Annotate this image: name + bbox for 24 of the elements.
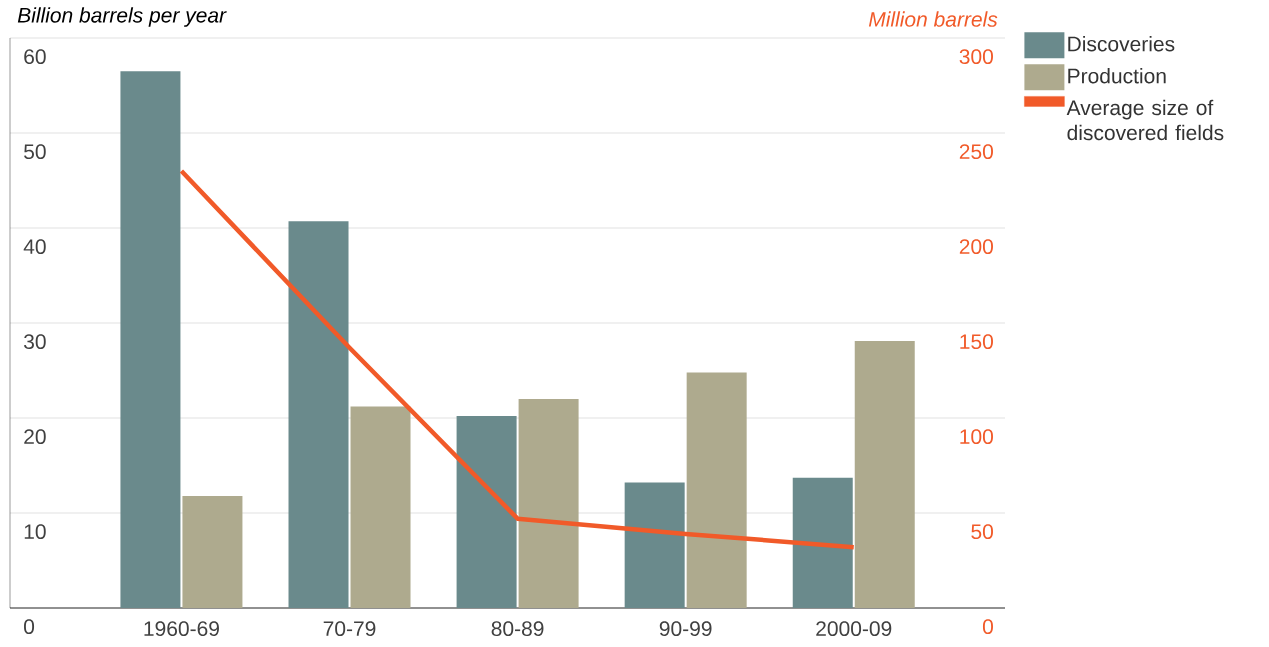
x-tick-label: 1960-69 (144, 621, 219, 637)
y2-tick-label: 100 (960, 429, 993, 445)
y-tick-label: 50 (24, 144, 46, 160)
y-tick-label: 40 (23, 239, 46, 255)
y-tick-label: 30 (24, 334, 46, 350)
y2-tick-label: 50 (971, 524, 993, 540)
y-tick-label: 10 (24, 524, 46, 540)
x-tick-label: 90-99 (659, 621, 712, 637)
y-tick-label: 20 (24, 429, 46, 445)
y-tick-label: 0 (24, 619, 35, 635)
x-tick-label: 70-79 (323, 621, 376, 637)
legend-label: Average size of discovered fields (1066, 99, 1224, 141)
y2-axis-title: Million barrels (868, 11, 998, 27)
y2-tick-label: 300 (959, 49, 993, 65)
x-tick-label: 2000-09 (816, 621, 892, 637)
y2-tick-label: 150 (960, 334, 993, 350)
y-axis-title: Billion barrels per year (17, 7, 227, 27)
legend-label: Discoveries (1068, 36, 1175, 52)
y2-tick-label: 0 (982, 619, 993, 635)
y2-tick-label: 200 (959, 239, 993, 255)
y-tick-label: 60 (24, 49, 46, 65)
x-tick-label: 80-89 (491, 621, 544, 637)
y2-tick-label: 250 (959, 144, 993, 160)
legend-label: Production (1068, 68, 1166, 84)
